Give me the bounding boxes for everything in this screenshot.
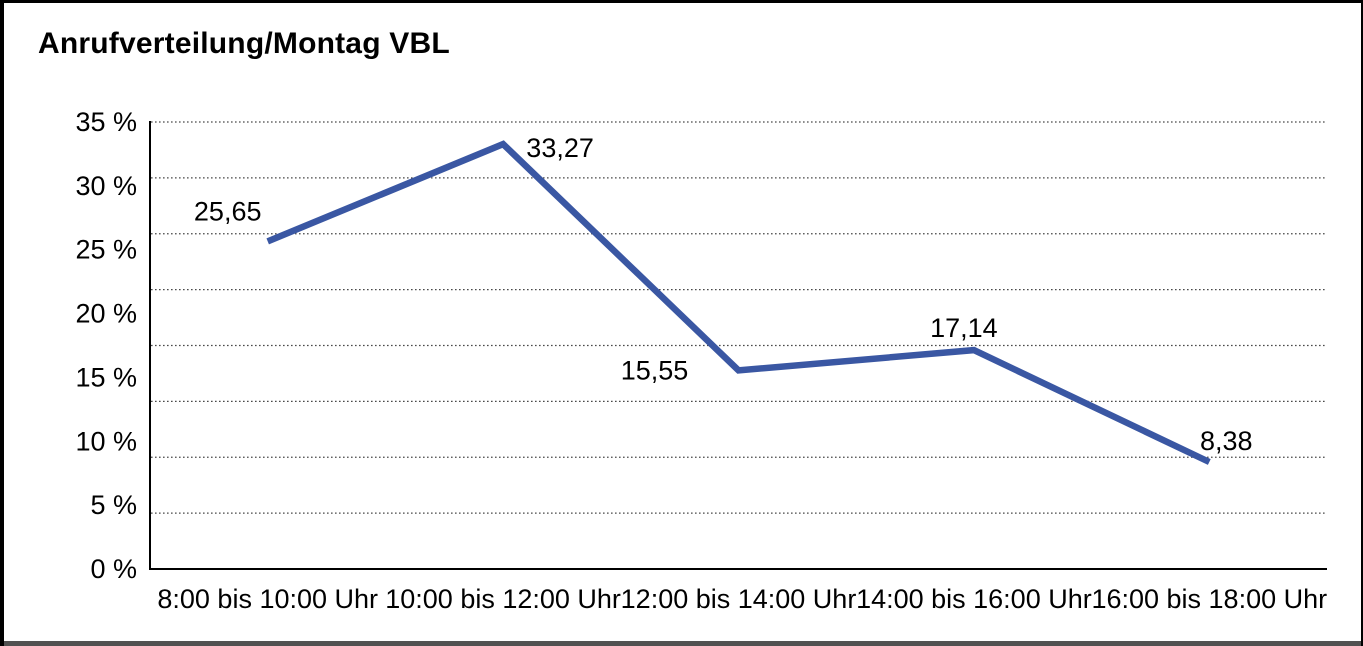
y-tick-label: 20 %: [75, 299, 137, 329]
data-point-label: 17,14: [930, 313, 998, 343]
line-chart: 35 % 30 % 25 % 20 % 15 % 10 % 5 % 0 % 8:00 bis 1…: [75, 107, 1327, 614]
x-category-label: 10:00 bis 12:00 Uhr: [385, 584, 621, 614]
y-tick-label: 25 %: [75, 235, 137, 265]
y-tick-label: 10 %: [75, 426, 137, 456]
data-point-label: 33,27: [526, 133, 594, 163]
x-category-label: 12:00 bis 14:00 Uhr: [621, 584, 857, 614]
window-bottom-edge: [4, 641, 1361, 646]
data-point-label: 15,55: [621, 355, 689, 385]
y-tick-label: 0 %: [90, 554, 137, 584]
data-point-label: 25,65: [194, 196, 262, 226]
y-tick-label: 15 %: [75, 362, 137, 392]
y-tick-label: 35 %: [75, 107, 137, 137]
y-tick-label: 30 %: [75, 171, 137, 201]
x-category-label: 14:00 bis 16:00 Uhr: [856, 584, 1092, 614]
y-tick-label: 5 %: [90, 490, 137, 520]
data-point-label: 8,38: [1200, 426, 1253, 456]
chart-title: Anrufverteilung/Montag VBL: [38, 27, 450, 60]
x-category-label: 16:00 bis 18:00 Uhr: [1091, 584, 1327, 614]
x-category-label: 8:00 bis 10:00 Uhr: [157, 584, 378, 614]
data-line: [266, 140, 1211, 465]
